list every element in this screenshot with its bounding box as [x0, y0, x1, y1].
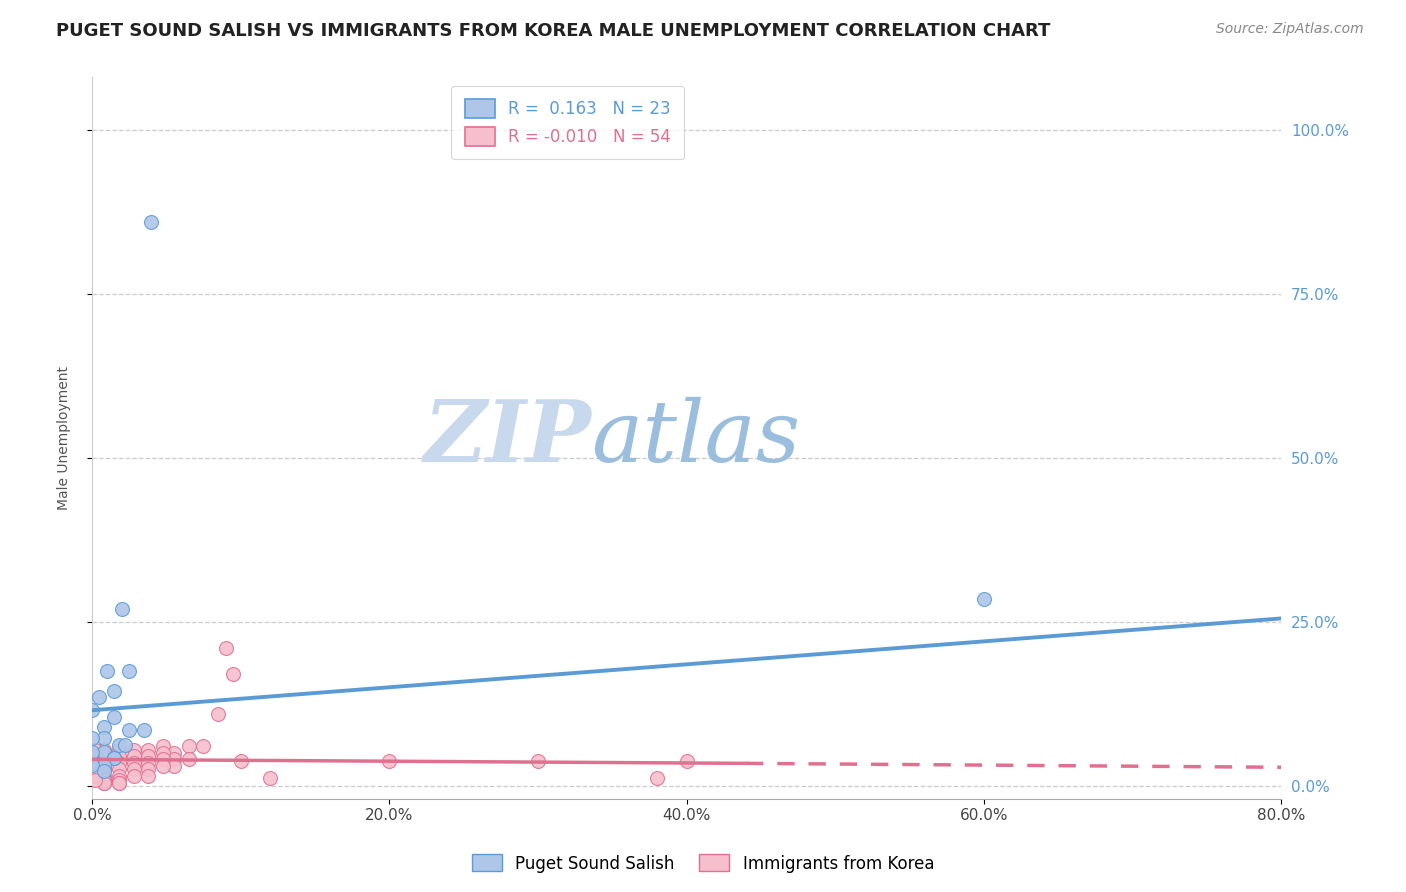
Point — [107, 769, 129, 783]
Point — [103, 751, 125, 765]
Point — [118, 723, 141, 737]
Point — [93, 731, 115, 746]
Point — [96, 664, 118, 678]
Point — [122, 769, 145, 783]
Point — [80, 745, 103, 759]
Point — [89, 690, 111, 705]
Point — [138, 762, 160, 776]
Point — [207, 706, 229, 721]
Point — [122, 742, 145, 756]
Point — [93, 776, 115, 790]
Point — [378, 754, 401, 768]
Point — [152, 759, 174, 773]
Point — [93, 776, 115, 790]
Point — [103, 751, 125, 765]
Point — [93, 776, 115, 790]
Point — [138, 769, 160, 783]
Point — [111, 601, 134, 615]
Point — [93, 773, 115, 788]
Point — [222, 667, 245, 681]
Point — [93, 773, 115, 788]
Point — [93, 764, 115, 779]
Point — [93, 773, 115, 788]
Point — [163, 752, 186, 766]
Point — [84, 773, 107, 788]
Text: PUGET SOUND SALISH VS IMMIGRANTS FROM KOREA MALE UNEMPLOYMENT CORRELATION CHART: PUGET SOUND SALISH VS IMMIGRANTS FROM KO… — [56, 22, 1050, 40]
Point — [107, 738, 129, 752]
Point — [107, 776, 129, 790]
Point — [93, 720, 115, 734]
Point — [107, 773, 129, 788]
Point — [138, 742, 160, 756]
Point — [93, 757, 115, 772]
Point — [93, 742, 115, 756]
Point — [93, 749, 115, 764]
Point — [193, 739, 215, 754]
Point — [152, 752, 174, 766]
Point — [107, 776, 129, 790]
Point — [103, 683, 125, 698]
Point — [675, 754, 697, 768]
Point — [107, 762, 129, 776]
Point — [93, 762, 115, 776]
Point — [215, 640, 238, 655]
Legend: Puget Sound Salish, Immigrants from Korea: Puget Sound Salish, Immigrants from Kore… — [465, 847, 941, 880]
Text: atlas: atlas — [592, 397, 800, 479]
Point — [229, 754, 252, 768]
Point — [141, 215, 163, 229]
Point — [103, 710, 125, 724]
Text: ZIP: ZIP — [423, 396, 592, 480]
Point — [84, 762, 107, 776]
Point — [122, 749, 145, 764]
Y-axis label: Male Unemployment: Male Unemployment — [58, 366, 72, 510]
Point — [107, 749, 129, 764]
Point — [138, 756, 160, 770]
Point — [122, 756, 145, 770]
Point — [163, 746, 186, 760]
Point — [80, 757, 103, 772]
Point — [152, 746, 174, 760]
Point — [645, 771, 668, 785]
Point — [973, 591, 995, 606]
Point — [177, 752, 200, 766]
Point — [122, 762, 145, 776]
Point — [259, 771, 281, 785]
Point — [93, 756, 115, 770]
Legend: R =  0.163   N = 23, R = -0.010   N = 54: R = 0.163 N = 23, R = -0.010 N = 54 — [451, 86, 685, 160]
Point — [114, 738, 136, 752]
Point — [84, 769, 107, 783]
Point — [118, 664, 141, 678]
Point — [84, 756, 107, 770]
Point — [152, 739, 174, 754]
Point — [93, 769, 115, 783]
Point — [107, 742, 129, 756]
Point — [84, 749, 107, 764]
Point — [84, 742, 107, 756]
Point — [80, 731, 103, 746]
Point — [107, 756, 129, 770]
Text: Source: ZipAtlas.com: Source: ZipAtlas.com — [1216, 22, 1364, 37]
Point — [163, 759, 186, 773]
Point — [177, 739, 200, 754]
Point — [80, 703, 103, 717]
Point — [138, 749, 160, 764]
Point — [132, 723, 155, 737]
Point — [93, 745, 115, 759]
Point — [527, 754, 550, 768]
